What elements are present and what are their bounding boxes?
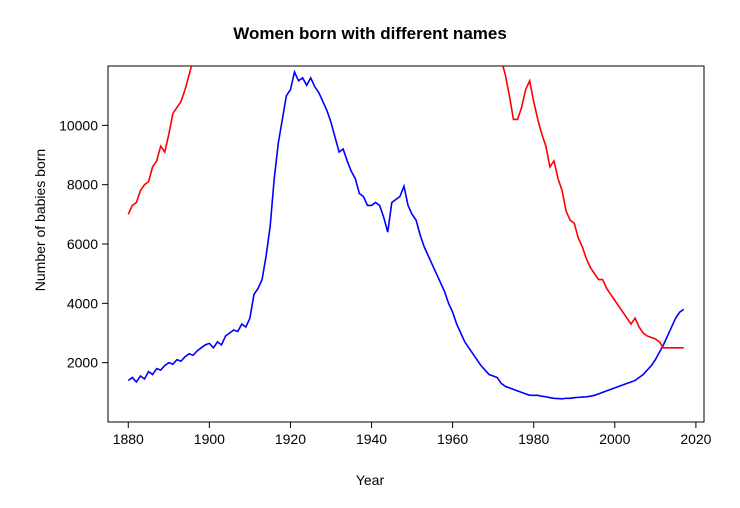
- y-tick-label: 10000: [59, 117, 98, 133]
- x-tick-label: 2000: [599, 431, 630, 447]
- series-red-late: [501, 60, 683, 348]
- y-tick-label: 2000: [67, 355, 98, 371]
- y-tick-label: 4000: [67, 295, 98, 311]
- x-tick-label: 1940: [356, 431, 387, 447]
- y-tick-label: 6000: [67, 236, 98, 252]
- x-tick-label: 1880: [113, 431, 144, 447]
- chart-svg: 1880 1900 1920 1940 1960 1980 2000 2020 2000 4000…: [0, 0, 740, 508]
- x-tick-label: 2020: [680, 431, 711, 447]
- series-blue: [128, 72, 683, 399]
- plot-box: [108, 66, 704, 422]
- x-tick-label: 1960: [437, 431, 468, 447]
- x-tick-label: 1920: [275, 431, 306, 447]
- y-tick-label: 8000: [67, 177, 98, 193]
- series-red-early: [128, 60, 193, 214]
- x-tick-label: 1980: [518, 431, 549, 447]
- chart-container: Women born with different names Number o…: [0, 0, 740, 508]
- x-tick-label: 1900: [194, 431, 225, 447]
